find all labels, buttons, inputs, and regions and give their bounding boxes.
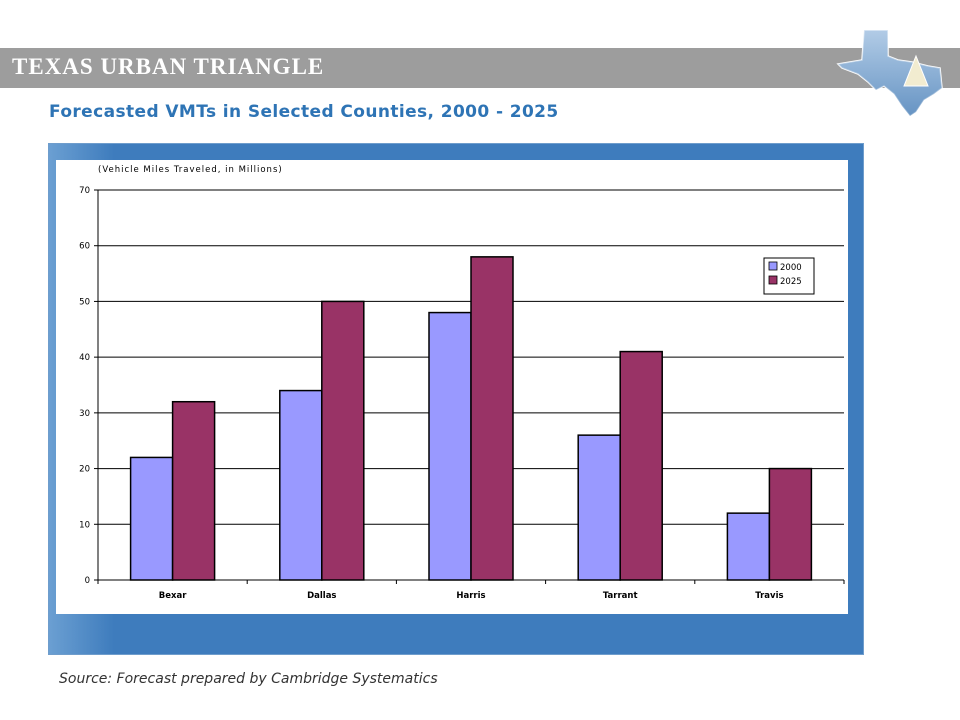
bar-2025-tarrant [619, 350, 663, 581]
x-tick-label: Dallas [307, 591, 336, 601]
x-tick-label: Harris [456, 591, 485, 601]
x-tick-label: Bexar [159, 591, 187, 601]
bar-2000-travis [726, 512, 771, 581]
y-tick-label: 40 [79, 353, 90, 363]
bar-2025-dallas [321, 300, 365, 581]
chart-subtitle: (Vehicle Miles Traveled, in Millions) [98, 165, 283, 175]
y-tick-label: 20 [79, 465, 90, 475]
legend-swatch-2000 [768, 261, 778, 271]
bar-2000-bexar [129, 456, 174, 581]
bar-2025-travis [768, 467, 813, 581]
header-bar [0, 48, 960, 88]
bar-2025-harris [470, 256, 514, 581]
legend-label-2025: 2025 [780, 277, 802, 287]
y-tick-label: 70 [79, 186, 90, 196]
x-tick-label: Travis [755, 591, 783, 601]
texas-map-triangle-icon [836, 29, 943, 118]
slide-title: Forecasted VMTs in Selected Counties, 20… [49, 102, 559, 122]
source-note: Source: Forecast prepared by Cambridge S… [59, 671, 438, 687]
y-tick-label: 30 [79, 409, 90, 419]
legend-label-2000: 2000 [780, 263, 802, 273]
y-tick-label: 50 [79, 297, 90, 307]
chart-panel: (Vehicle Miles Traveled, in Millions) 0 1… [56, 160, 848, 614]
bar-chart: (Vehicle Miles Traveled, in Millions) 0 1… [79, 165, 845, 601]
x-tick-label: Tarrant [603, 591, 638, 601]
bar-2000-dallas [279, 389, 323, 581]
bar-2000-harris [428, 311, 472, 581]
y-tick-label: 10 [79, 520, 90, 530]
y-tick-label: 60 [79, 242, 90, 252]
bar-2025-bexar [171, 400, 216, 581]
legend-swatch-2025 [768, 275, 778, 285]
bar-2000-tarrant [577, 434, 621, 581]
header-title: TEXAS URBAN TRIANGLE [12, 54, 325, 79]
y-tick-label: 0 [85, 576, 90, 586]
